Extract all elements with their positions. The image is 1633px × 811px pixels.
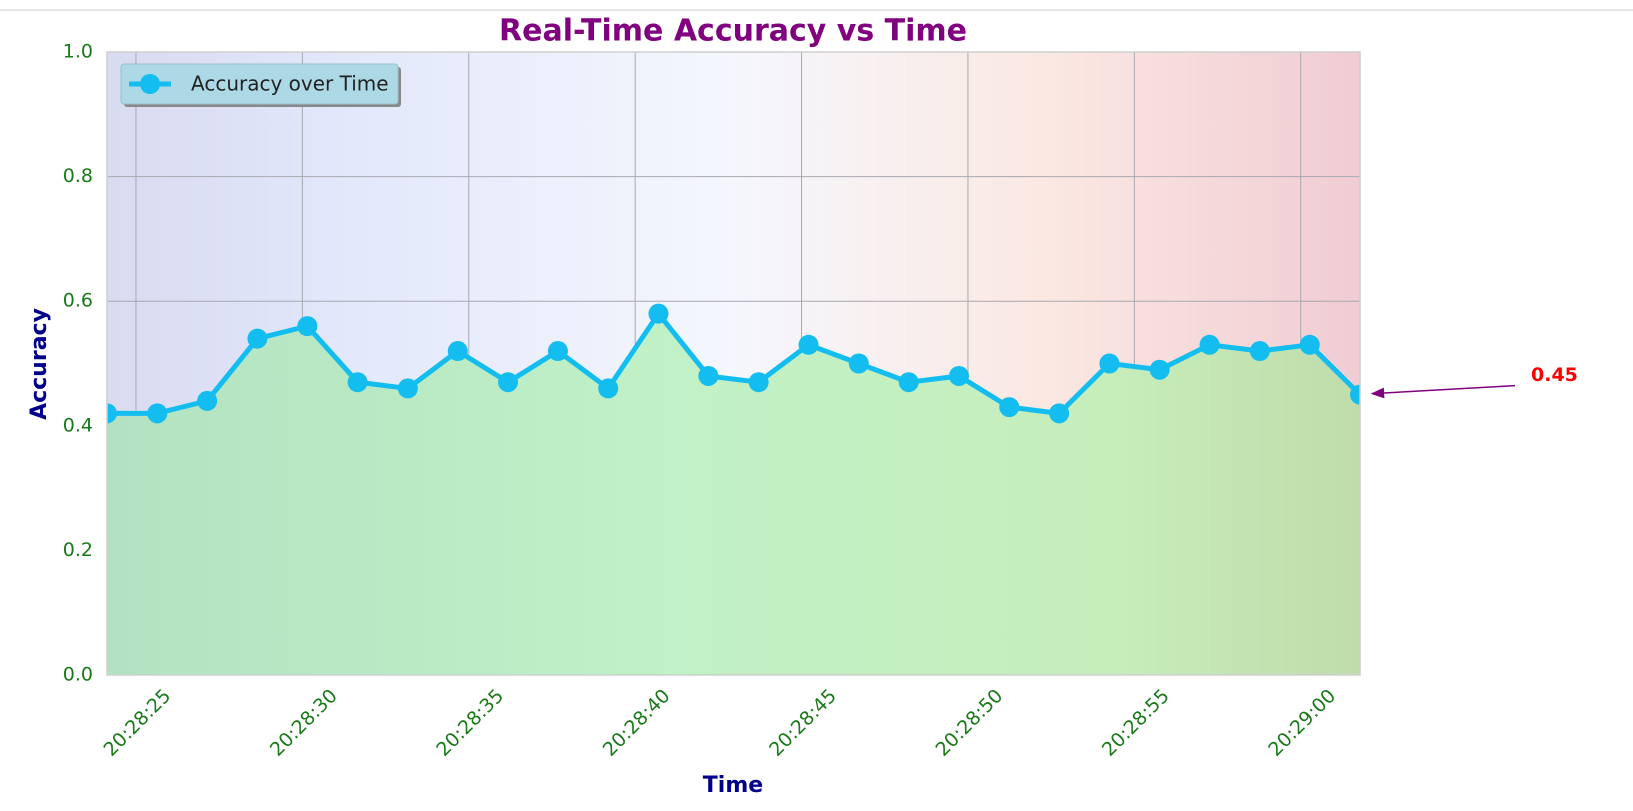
x-tick-label: 20:28:25: [99, 685, 175, 761]
point: [648, 303, 669, 324]
x-tick-label: 20:28:55: [1098, 685, 1174, 761]
point: [848, 353, 869, 374]
x-tick-label: 20:28:40: [599, 685, 675, 761]
point: [498, 372, 519, 393]
y-tick-label: 0.4: [63, 414, 93, 436]
point: [1199, 334, 1220, 355]
point: [1249, 341, 1270, 362]
point: [898, 372, 919, 393]
annotation: 0.45: [1531, 364, 1578, 386]
point: [297, 316, 318, 337]
point: [748, 372, 769, 393]
x-tick-label: 20:28:30: [266, 685, 342, 761]
plot-frame: [106, 51, 1361, 676]
annotation-arrow: [1370, 384, 1516, 399]
point: [698, 365, 719, 386]
x-axis-label: Time: [703, 773, 763, 798]
point: [999, 397, 1020, 418]
y-tick-label: 0.8: [63, 165, 93, 187]
point: [598, 378, 619, 399]
x-tick-label: 20:28:45: [765, 685, 841, 761]
point: [247, 328, 268, 349]
point: [197, 390, 218, 411]
x-tick-label: 20:29:00: [1264, 685, 1340, 761]
y-tick-label: 1.0: [63, 41, 93, 63]
y-tick-label: 0.6: [63, 290, 93, 312]
point: [1099, 353, 1120, 374]
point: [1149, 359, 1170, 380]
point: [397, 378, 418, 399]
x-tick-label: 20:28:50: [931, 685, 1007, 761]
point: [1350, 384, 1360, 405]
point: [107, 403, 117, 424]
point: [347, 372, 368, 393]
point: [447, 341, 468, 362]
point: [147, 403, 168, 424]
point: [1049, 403, 1070, 424]
chart-title: Real-Time Accuracy vs Time: [499, 14, 967, 49]
y-axis-label: Accuracy: [27, 308, 52, 420]
y-tick-label: 0.0: [63, 664, 93, 686]
x-tick-label: 20:28:35: [432, 685, 508, 761]
point: [948, 365, 969, 386]
legend-label: Accuracy over Time: [191, 72, 389, 96]
area: [107, 313, 1360, 675]
point: [798, 334, 819, 355]
legend-box: [120, 63, 399, 105]
point: [547, 341, 568, 362]
legend-marker: [140, 74, 160, 94]
y-tick-label: 0.2: [63, 539, 93, 561]
point: [1299, 334, 1320, 355]
